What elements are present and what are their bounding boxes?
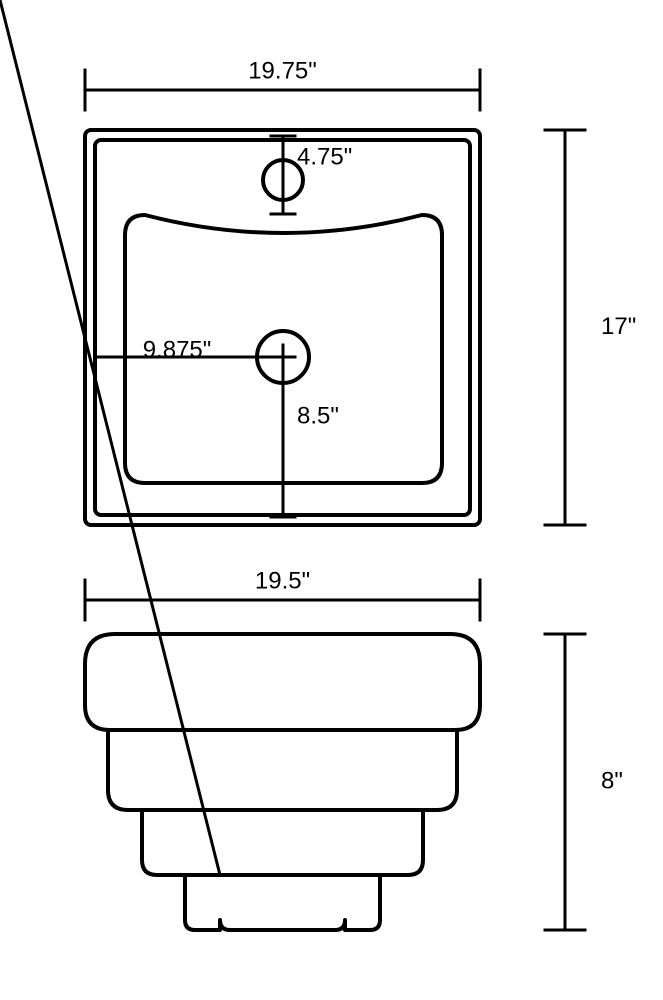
dim-faucet: 4.75" [297, 143, 352, 170]
dim-label: 19.75" [248, 57, 317, 84]
dim-drain-left: 9.875" [143, 336, 212, 363]
dim-label: 19.5" [255, 567, 310, 594]
sink-side-outline [85, 634, 480, 930]
dim-drain-bottom: 8.5" [297, 402, 339, 429]
dim-label: 17" [601, 313, 636, 340]
dim-label: 8" [601, 767, 623, 794]
technical-drawing: 19.75" 17" 4.75" 9.875" 8.5" 19.5" 8" [0, 0, 663, 1000]
